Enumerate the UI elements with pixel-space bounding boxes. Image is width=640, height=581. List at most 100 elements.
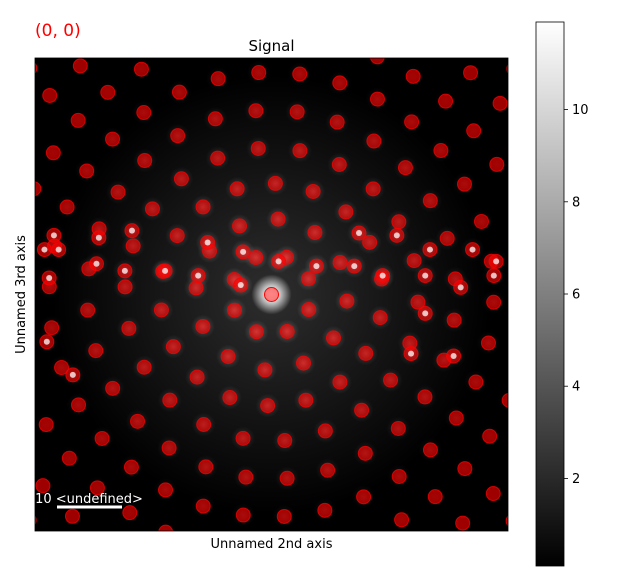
peak-marker-ring-6-110[interactable]	[136, 105, 152, 121]
peak-marker-ring-2-17[interactable]	[270, 211, 286, 227]
peak-marker-ring-7-132[interactable]	[27, 181, 42, 197]
peak-marker-ring-3-32[interactable]	[229, 181, 245, 197]
peak-marker-ring-6-98[interactable]	[195, 498, 211, 514]
peak-marker-ring-5-70[interactable]	[130, 413, 146, 429]
peak-marker-ring-7-122[interactable]	[501, 392, 516, 408]
peak-marker-ring-2-9[interactable]	[325, 330, 341, 346]
peak-marker-ring-6-95[interactable]	[317, 502, 333, 518]
peak-marker-ring-7-124[interactable]	[457, 461, 473, 477]
peak-marker-ring-6-117[interactable]	[404, 114, 420, 130]
peak-marker-ring-4-41[interactable]	[354, 402, 370, 418]
peak-marker-ring-5-63[interactable]	[390, 420, 406, 436]
peak-marker-ring-2-10[interactable]	[295, 355, 311, 371]
peak-marker-ring-1-1[interactable]	[279, 324, 295, 340]
peak-marker-ring-6-109[interactable]	[105, 131, 121, 147]
colorbar[interactable]: 2 4 6 8 10	[535, 21, 589, 567]
peak-marker-ring-1-0[interactable]	[301, 302, 317, 318]
peak-marker-ring-1-3[interactable]	[226, 302, 242, 318]
peak-marker-ring-6-100[interactable]	[123, 459, 139, 475]
peak-marker-ring-4-42[interactable]	[317, 423, 333, 439]
peak-marker-ring-4-45[interactable]	[196, 417, 212, 433]
peak-marker-ring-4-58[interactable]	[391, 214, 407, 230]
peak-marker-ring-4-53[interactable]	[210, 150, 226, 166]
peak-marker-ring-4-46[interactable]	[162, 392, 178, 408]
peak-marker-ring-2-16[interactable]	[232, 218, 248, 234]
peak-marker-ring-6-103[interactable]	[54, 360, 70, 376]
peak-marker-ring-2-8[interactable]	[339, 293, 355, 309]
peak-marker-ring-6-96[interactable]	[276, 508, 292, 524]
peak-marker-ring-7-130[interactable]	[61, 450, 77, 466]
peak-marker-ring-2-11[interactable]	[257, 362, 273, 378]
peak-marker-ring-9-153[interactable]	[506, 62, 521, 76]
peak-marker-ring-6-118[interactable]	[433, 143, 449, 159]
peak-marker-ring-2-18[interactable]	[307, 225, 323, 241]
peak-marker-ring-3-33[interactable]	[267, 175, 283, 191]
peak-marker-ring-3-21[interactable]	[358, 345, 374, 361]
peak-marker-ring-5-62[interactable]	[417, 389, 433, 405]
peak-marker-ring-7-136[interactable]	[133, 61, 149, 77]
peak-marker-ring-9-151[interactable]	[22, 513, 37, 527]
peak-marker-ring-6-101[interactable]	[94, 430, 110, 446]
peak-marker-ring-7-137[interactable]	[369, 50, 385, 65]
peak-marker-ring-8-145[interactable]	[35, 478, 51, 494]
peak-marker-ring-2-19[interactable]	[332, 255, 348, 271]
peak-marker-ring-2-12[interactable]	[220, 348, 236, 364]
peak-marker-ring-7-134[interactable]	[70, 112, 86, 128]
peak-marker-ring-7-128[interactable]	[122, 505, 138, 521]
peak-marker-ring-6-114[interactable]	[292, 66, 308, 82]
peak-marker-ring-6-104[interactable]	[44, 320, 60, 336]
peak-marker-ring-6-115[interactable]	[332, 75, 348, 91]
peak-marker-ring-7-133[interactable]	[45, 145, 61, 161]
peak-marker-ring-6-120[interactable]	[473, 213, 489, 229]
peak-marker-ring-5-68[interactable]	[198, 459, 214, 475]
peak-marker-ring-6-88[interactable]	[486, 294, 502, 310]
peak-marker-ring-3-25[interactable]	[222, 390, 238, 406]
peak-marker-ring-5-60[interactable]	[446, 312, 462, 328]
peak-marker-ring-6-90[interactable]	[468, 374, 484, 390]
peak-marker-ring-3-28[interactable]	[153, 302, 169, 318]
peak-marker-ring-8-144[interactable]	[64, 508, 80, 524]
peak-marker-ring-9-152[interactable]	[23, 61, 38, 75]
peak-marker-ring-6-92[interactable]	[422, 442, 438, 458]
peak-marker-ring-7-135[interactable]	[100, 84, 116, 100]
peak-marker-ring-6-99[interactable]	[158, 482, 174, 498]
peak-marker-ring-6-97[interactable]	[235, 507, 251, 523]
peak-marker-ring-5-64[interactable]	[357, 445, 373, 461]
peak-marker-ring-6-112[interactable]	[210, 71, 226, 87]
peak-marker-ring-4-49[interactable]	[117, 279, 133, 295]
peak-marker-ring-8-143[interactable]	[455, 515, 471, 531]
peak-marker-ring-4-56[interactable]	[331, 156, 347, 172]
peak-marker-ring-3-31[interactable]	[195, 199, 211, 215]
peak-marker-ring-6-91[interactable]	[448, 410, 464, 426]
peak-marker-ring-5-77[interactable]	[137, 153, 153, 169]
peak-marker-ring-4-43[interactable]	[277, 433, 293, 449]
peak-marker-ring-3-20[interactable]	[372, 310, 388, 326]
peak-marker-ring-4-50[interactable]	[125, 238, 141, 254]
peak-marker-ring-1-5[interactable]	[248, 249, 264, 265]
peak-marker-ring-3-30[interactable]	[169, 228, 185, 244]
peak-marker-ring-4-54[interactable]	[250, 140, 266, 156]
peak-marker-ring-6-107[interactable]	[59, 199, 75, 215]
peak-marker-ring-5-79[interactable]	[207, 111, 223, 127]
peak-marker-ring-8-142[interactable]	[485, 486, 501, 502]
peak-marker-ring-4-44[interactable]	[235, 430, 251, 446]
peak-marker-ring-5-69[interactable]	[161, 440, 177, 456]
central-peak-marker[interactable]	[264, 287, 279, 302]
peak-marker-ring-6-94[interactable]	[356, 489, 372, 505]
peak-marker-ring-5-84[interactable]	[397, 160, 413, 176]
peak-marker-ring-5-83[interactable]	[366, 133, 382, 149]
peak-marker-ring-6-89[interactable]	[480, 335, 496, 351]
peak-marker-ring-5-71[interactable]	[105, 380, 121, 396]
peak-marker-ring-4-55[interactable]	[292, 143, 308, 159]
peak-marker-ring-5-82[interactable]	[329, 114, 345, 130]
peak-marker-ring-7-139[interactable]	[438, 93, 454, 109]
peak-marker-ring-5-65[interactable]	[320, 462, 336, 478]
peak-marker-ring-4-59[interactable]	[406, 253, 422, 269]
peak-marker-ring-3-26[interactable]	[189, 369, 205, 385]
peak-marker-ring-6-102[interactable]	[71, 397, 87, 413]
peak-marker-ring-3-27[interactable]	[165, 339, 181, 355]
peak-marker-ring-4-40[interactable]	[383, 372, 399, 388]
peak-marker-ring-1-2[interactable]	[248, 324, 264, 340]
peak-marker-ring-8-149[interactable]	[492, 95, 508, 111]
peak-marker-ring-6-113[interactable]	[251, 65, 267, 81]
